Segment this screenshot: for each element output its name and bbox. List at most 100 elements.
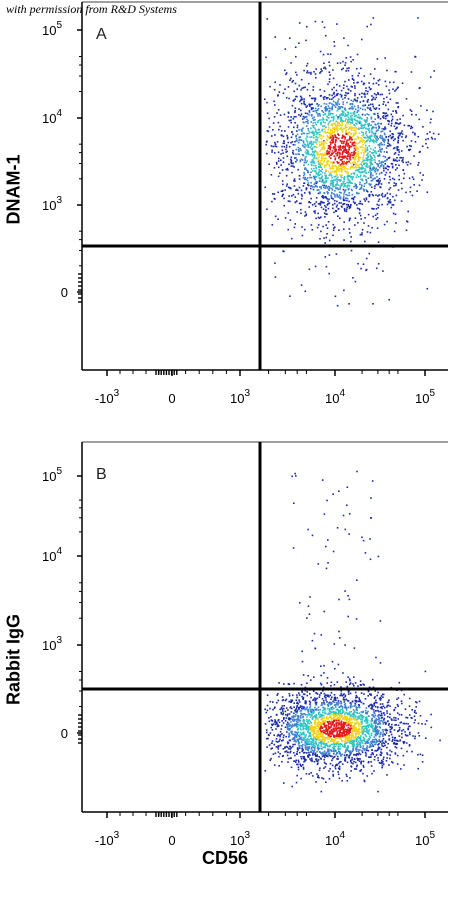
event-point — [293, 682, 295, 685]
event-point — [353, 129, 355, 131]
event-point — [336, 23, 338, 25]
event-point — [303, 721, 305, 723]
event-point — [336, 128, 338, 131]
event-point — [411, 113, 413, 116]
event-point — [408, 177, 411, 180]
event-point — [367, 225, 370, 227]
event-point — [377, 555, 380, 558]
event-point — [307, 708, 310, 711]
event-point — [308, 714, 310, 716]
event-point — [326, 153, 329, 156]
event-point — [343, 128, 346, 130]
event-point — [332, 198, 334, 200]
event-point — [379, 180, 381, 182]
event-point — [382, 721, 384, 723]
event-point — [321, 747, 323, 750]
event-point — [332, 207, 334, 210]
event-point — [354, 152, 356, 154]
event-point — [311, 759, 313, 761]
event-point — [298, 735, 301, 738]
event-point — [295, 95, 297, 98]
event-point — [395, 742, 398, 745]
event-point — [298, 701, 301, 703]
event-point — [297, 148, 300, 151]
event-point — [281, 195, 283, 198]
event-point — [365, 137, 367, 139]
event-point — [324, 746, 326, 749]
event-point — [273, 167, 276, 169]
event-point — [344, 190, 346, 192]
event-point — [391, 177, 394, 180]
event-point — [296, 159, 298, 161]
event-point — [375, 743, 377, 745]
event-point — [290, 136, 293, 139]
event-point — [311, 164, 313, 167]
event-point — [361, 92, 363, 95]
event-point — [368, 82, 370, 84]
event-point — [290, 116, 292, 118]
event-point — [331, 713, 334, 716]
event-point — [326, 682, 328, 684]
event-point — [338, 777, 341, 780]
event-point — [318, 217, 321, 219]
event-point — [336, 193, 338, 196]
event-point — [363, 75, 366, 77]
event-point — [357, 736, 360, 738]
event-point — [336, 183, 338, 186]
event-point — [351, 143, 353, 146]
event-point — [355, 750, 358, 753]
event-point — [362, 710, 365, 713]
event-point — [332, 229, 335, 232]
event-point — [337, 745, 340, 748]
event-point — [333, 193, 335, 195]
event-point — [379, 753, 382, 756]
event-point — [371, 678, 374, 681]
event-point — [405, 135, 408, 137]
event-point — [336, 763, 338, 766]
event-point — [320, 715, 323, 718]
event-point — [326, 677, 329, 679]
event-point — [325, 138, 328, 141]
event-point — [315, 141, 317, 144]
event-point — [369, 169, 371, 171]
event-point — [356, 712, 359, 714]
event-point — [320, 790, 323, 793]
event-point — [405, 98, 408, 100]
event-point — [289, 751, 291, 754]
event-point — [306, 706, 308, 708]
event-point — [285, 713, 287, 716]
event-point — [337, 704, 339, 706]
event-point — [291, 104, 294, 107]
event-point — [329, 53, 332, 56]
event-point — [394, 146, 396, 149]
event-point — [427, 138, 429, 140]
event-point — [313, 210, 315, 213]
event-point — [320, 162, 323, 165]
event-point — [327, 741, 330, 743]
event-point — [294, 709, 296, 712]
event-point — [277, 109, 280, 111]
event-point — [293, 100, 295, 102]
event-point — [373, 741, 376, 743]
event-point — [298, 692, 300, 694]
event-point — [356, 753, 358, 755]
event-point — [320, 157, 323, 160]
event-point — [319, 163, 322, 165]
event-point — [336, 194, 338, 197]
event-point — [340, 690, 343, 692]
event-point — [344, 149, 346, 151]
event-point — [373, 159, 375, 161]
event-point — [330, 112, 332, 115]
event-point — [381, 729, 384, 731]
event-point — [363, 124, 366, 127]
event-point — [372, 208, 374, 210]
event-point — [273, 743, 275, 746]
event-point — [363, 142, 366, 144]
event-point — [333, 41, 335, 43]
event-point — [375, 754, 378, 756]
event-point — [341, 780, 343, 782]
event-point — [304, 746, 307, 749]
event-point — [362, 171, 364, 173]
event-point — [326, 204, 329, 206]
event-point — [345, 707, 348, 710]
